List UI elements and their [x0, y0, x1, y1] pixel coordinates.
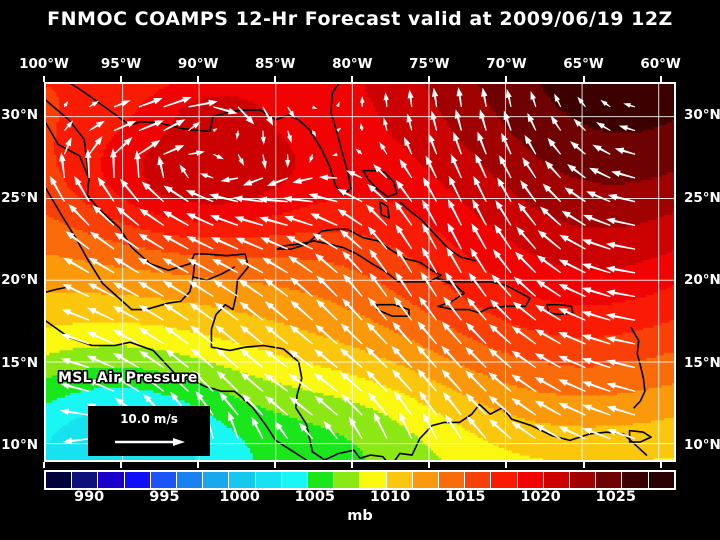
colorbar-tick-label: 995	[149, 489, 180, 505]
axis-tick	[659, 76, 662, 82]
colorbar-swatch[interactable]	[622, 472, 649, 488]
axis-tick	[428, 76, 431, 82]
colorbar-swatch[interactable]	[543, 472, 571, 488]
colorbar-swatch[interactable]	[150, 472, 178, 488]
colorbar-swatch[interactable]	[255, 472, 282, 488]
latitude-tick-label-right: 10°N	[684, 437, 720, 454]
axis-tick	[197, 76, 200, 82]
colorbar-swatch[interactable]	[229, 472, 256, 488]
axis-tick	[197, 462, 200, 468]
colorbar-swatch[interactable]	[517, 472, 544, 488]
colorbar-tick-label: 1020	[520, 489, 561, 505]
colorbar-swatch[interactable]	[491, 472, 518, 488]
axis-tick	[43, 462, 45, 468]
longitude-tick-label: 70°W	[486, 56, 527, 72]
map-canvas	[46, 84, 674, 460]
latitude-tick-label-left: 25°N	[1, 189, 38, 206]
axis-tick	[351, 76, 354, 82]
colorbar-swatch[interactable]	[46, 472, 73, 488]
colorbar-tick-label: 990	[74, 489, 105, 505]
colorbar-swatch[interactable]	[465, 472, 492, 488]
latitude-tick-label-left: 10°N	[1, 437, 38, 454]
colorbar-unit-label: mb	[347, 508, 373, 524]
longitude-tick-label: 85°W	[255, 56, 296, 72]
colorbar-tick-label: 1015	[445, 489, 486, 505]
colorbar[interactable]	[44, 470, 676, 490]
colorbar-tick-label: 1000	[219, 489, 260, 505]
colorbar-swatch[interactable]	[308, 472, 335, 488]
colorbar-swatch[interactable]	[281, 472, 309, 488]
colorbar-tick-label: 1010	[369, 489, 411, 505]
figure-title: FNMOC COAMPS 12-Hr Forecast valid at 200…	[47, 8, 673, 30]
latitude-tick-label-right: 20°N	[684, 272, 720, 289]
map-plot-area[interactable]: MSL Air Pressure 10.0 m/s	[44, 82, 676, 462]
arrow-right-icon	[115, 438, 185, 446]
latitude-tick-label-left: 20°N	[1, 272, 38, 289]
colorbar-swatch[interactable]	[570, 472, 597, 488]
axis-tick	[505, 462, 508, 468]
latitude-tick-label-right: 25°N	[684, 189, 720, 206]
colorbar-swatch[interactable]	[334, 472, 361, 488]
colorbar-swatch[interactable]	[648, 472, 674, 488]
wind-scale-key: 10.0 m/s	[88, 406, 210, 456]
colorbar-swatch[interactable]	[124, 472, 151, 488]
longitude-tick-label: 65°W	[563, 56, 604, 72]
colorbar-swatch[interactable]	[360, 472, 387, 488]
wind-scale-label: 10.0 m/s	[120, 412, 178, 426]
axis-tick	[582, 76, 585, 82]
axis-tick	[43, 76, 45, 82]
longitude-tick-label: 95°W	[100, 56, 142, 72]
longitude-tick-label: 80°W	[332, 56, 373, 72]
colorbar-tick-label: 1025	[595, 489, 636, 505]
colorbar-swatch[interactable]	[596, 472, 623, 488]
axis-tick	[120, 462, 123, 468]
wind-vector-layer	[49, 87, 636, 445]
axis-tick	[351, 462, 354, 468]
axis-tick	[582, 462, 585, 468]
axis-tick	[274, 76, 277, 82]
axis-tick	[428, 462, 431, 468]
axis-tick	[505, 76, 508, 82]
colorbar-swatch[interactable]	[412, 472, 440, 488]
longitude-tick-label: 100°W	[19, 56, 69, 72]
axis-tick	[659, 462, 662, 468]
longitude-tick-label: 90°W	[177, 56, 219, 72]
latitude-tick-label-right: 30°N	[684, 107, 720, 124]
colorbar-swatch[interactable]	[439, 472, 466, 488]
longitude-tick-label: 60°W	[640, 56, 681, 72]
colorbar-tick-label: 1005	[294, 489, 336, 505]
colorbar-swatch[interactable]	[386, 472, 413, 488]
latitude-tick-label-left: 30°N	[1, 107, 38, 124]
axis-tick	[274, 462, 277, 468]
colorbar-swatch[interactable]	[72, 472, 99, 488]
colorbar-swatch[interactable]	[177, 472, 204, 488]
latitude-tick-label-left: 15°N	[1, 354, 38, 371]
colorbar-swatch[interactable]	[203, 472, 230, 488]
colorbar-swatch[interactable]	[98, 472, 125, 488]
axis-tick	[120, 76, 123, 82]
latitude-tick-label-right: 15°N	[684, 354, 720, 371]
field-label: MSL Air Pressure	[58, 370, 198, 386]
longitude-tick-label: 75°W	[409, 56, 450, 72]
